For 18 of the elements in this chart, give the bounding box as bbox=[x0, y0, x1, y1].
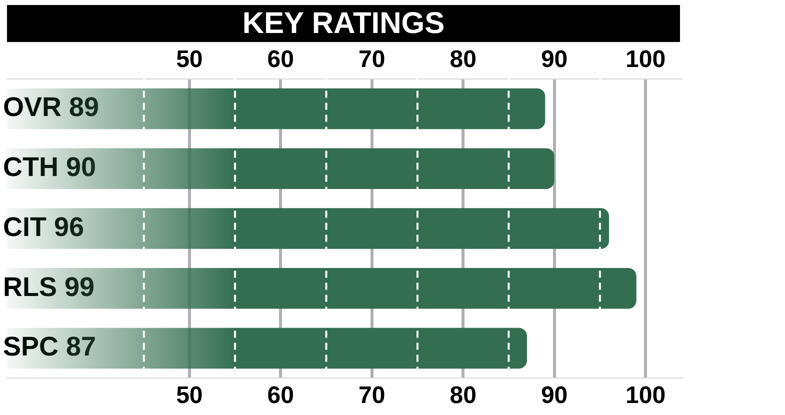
x2-tick-label: 90 bbox=[540, 382, 568, 410]
x-tick-label: 60 bbox=[267, 46, 294, 74]
x2-tick-label: 80 bbox=[450, 382, 476, 410]
x2-tick-label: 60 bbox=[267, 382, 294, 410]
y-tick-label: SPC 87 bbox=[3, 332, 96, 362]
x2-tick-label: 50 bbox=[176, 382, 203, 410]
y-tick-label: CTH 90 bbox=[3, 152, 96, 182]
x-tick-label: 80 bbox=[450, 46, 476, 74]
y-tick-label: OVR 89 bbox=[3, 92, 100, 122]
y-tick-label: CIT 96 bbox=[3, 212, 84, 242]
x-tick-label: 50 bbox=[176, 46, 203, 74]
x2-tick-label: 70 bbox=[358, 382, 386, 410]
y-tick-label: RLS 99 bbox=[3, 272, 95, 302]
x2-tick-label: 100 bbox=[625, 382, 666, 410]
x-tick-label: 70 bbox=[358, 46, 386, 74]
x-tick-label: 100 bbox=[625, 46, 666, 74]
chart-title: KEY RATINGS bbox=[7, 5, 680, 42]
x-tick-label: 90 bbox=[540, 46, 568, 74]
